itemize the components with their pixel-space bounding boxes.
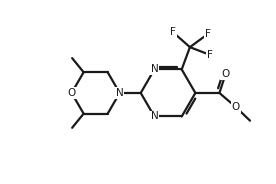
Text: O: O (67, 88, 76, 98)
Text: O: O (232, 102, 240, 112)
Text: O: O (221, 70, 230, 79)
Text: N: N (150, 112, 158, 121)
Text: F: F (170, 27, 176, 37)
Text: F: F (205, 29, 211, 39)
Text: N: N (116, 88, 124, 98)
Text: N: N (150, 64, 158, 74)
Text: F: F (207, 50, 213, 60)
